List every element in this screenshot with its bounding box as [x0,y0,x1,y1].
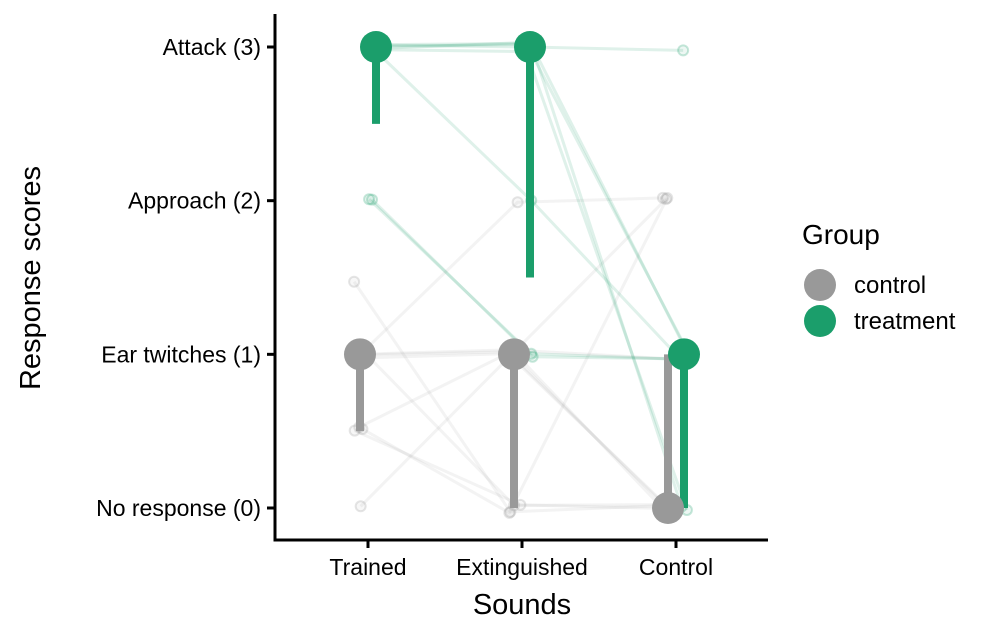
y-tick-label: Ear twitches (1) [101,341,261,367]
legend-label-treatment: treatment [854,308,956,335]
median-points-layer [344,31,700,524]
legend-label-control: control [854,272,926,299]
median-point-control [652,492,684,524]
individual-point-control [659,193,672,206]
individual-point-control [661,191,674,204]
median-point-treatment [514,31,546,63]
individual-point-treatment [363,193,376,206]
individual-line-treatment [368,198,679,361]
individual-lines-layer [352,40,692,515]
individual-line-control [360,196,663,355]
individual-point-control [348,275,361,288]
individual-line-control [361,197,669,515]
individual-point-treatment [677,44,690,57]
individual-point-control [511,196,524,209]
y-tick-label: No response (0) [96,495,261,521]
individual-line-treatment [370,198,681,361]
individual-point-control [503,506,516,519]
median-point-control [344,338,376,371]
individual-point-treatment [366,193,379,206]
legend-title: Group [802,219,880,250]
y-tick-label: Approach (2) [128,188,261,214]
x-tick-label: Control [639,554,713,580]
y-ticks: Attack (3) Approach (2) Ear twitches (1) No… [96,34,275,521]
median-point-control [498,338,530,371]
individual-line-control [354,351,667,512]
range-bars-layer [356,47,688,508]
individual-points-layer [348,36,696,519]
x-tick-label: Extinguished [456,554,588,580]
x-ticks: Trained Extinguished Control [329,540,713,580]
legend-key-control [804,269,836,301]
y-tick-label: Attack (3) [163,34,261,60]
x-axis-label: Sounds [473,589,571,621]
median-point-treatment [668,338,700,371]
y-axis-label: Response scores [15,166,47,390]
individual-line-control [352,280,668,514]
individual-point-control [354,500,367,513]
legend-key-treatment [804,305,836,337]
x-tick-label: Trained [329,554,406,580]
individual-point-control [504,505,517,518]
individual-line-control [354,429,667,511]
legend: Group control treatment [802,219,956,337]
median-point-treatment [360,31,392,63]
individual-point-control [656,191,669,204]
